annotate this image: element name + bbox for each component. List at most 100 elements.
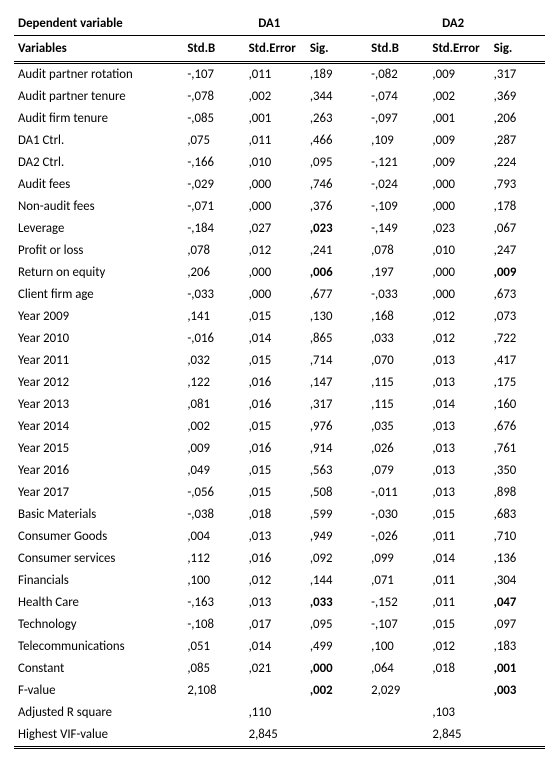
cell-value: -,107 (177, 62, 238, 86)
row-label: Audit partner tenure (14, 86, 177, 108)
row-label: Financials (14, 570, 177, 592)
table-row: Health Care-,163,013,033-,152,011,047 (14, 592, 545, 614)
cell-value: ,099 (361, 548, 422, 570)
table-row: Financials,100,012,144,071,011,304 (14, 570, 545, 592)
cell-value: ,369 (484, 86, 545, 108)
cell-value: ,263 (300, 108, 361, 130)
cell-value: ,009 (177, 438, 238, 460)
cell-value: ,000 (422, 262, 483, 284)
cell-value: ,013 (239, 592, 300, 614)
cell-value: ,109 (361, 130, 422, 152)
cell-value: -,033 (177, 284, 238, 306)
cell-value: 2,108 (177, 680, 238, 702)
table-row: Year 2010-,016,014,865,033,012,722 (14, 328, 545, 350)
cell-value: ,051 (177, 636, 238, 658)
cell-value: ,761 (484, 438, 545, 460)
row-label: Basic Materials (14, 504, 177, 526)
cell-value: ,000 (422, 196, 483, 218)
cell-value: ,079 (361, 460, 422, 482)
cell-value: ,018 (422, 658, 483, 680)
cell-value: ,001 (484, 658, 545, 680)
cell-value: -,108 (177, 614, 238, 636)
table-row: Consumer Goods,004,013,949-,026,011,710 (14, 526, 545, 548)
cell-value: -,026 (361, 526, 422, 548)
cell-value: -,033 (361, 284, 422, 306)
col-stderr-2: Std.Error (422, 35, 483, 62)
cell-value: ,012 (239, 570, 300, 592)
cell-value: ,010 (422, 240, 483, 262)
cell-value: ,122 (177, 372, 238, 394)
table-row: Return on equity,206,000,006,197,000,009 (14, 262, 545, 284)
cell-value: ,006 (300, 262, 361, 284)
table-row: F-value2,108,0022,029,003 (14, 680, 545, 702)
cell-value: ,013 (422, 372, 483, 394)
cell-value: ,247 (484, 240, 545, 262)
cell-value: 2,845 (239, 724, 300, 748)
cell-value: ,011 (422, 570, 483, 592)
cell-value (361, 724, 422, 748)
cell-value: ,115 (361, 394, 422, 416)
cell-value: ,023 (422, 218, 483, 240)
cell-value: ,130 (300, 306, 361, 328)
cell-value (484, 724, 545, 748)
cell-value: ,073 (484, 306, 545, 328)
cell-value: ,673 (484, 284, 545, 306)
cell-value: ,000 (422, 284, 483, 306)
table-row: Profit or loss,078,012,241,078,010,247 (14, 240, 545, 262)
cell-value: -,163 (177, 592, 238, 614)
row-label: Consumer services (14, 548, 177, 570)
cell-value: ,178 (484, 196, 545, 218)
cell-value: ,095 (300, 614, 361, 636)
table-row: Consumer services,112,016,092,099,014,13… (14, 548, 545, 570)
row-label: Year 2009 (14, 306, 177, 328)
row-label: F-value (14, 680, 177, 702)
cell-value: ,103 (422, 702, 483, 724)
row-label: Highest VIF-value (14, 724, 177, 748)
cell-value: ,676 (484, 416, 545, 438)
regression-table: Dependent variable DA1 DA2 Variables Std… (14, 12, 545, 749)
cell-value: ,183 (484, 636, 545, 658)
cell-value: ,417 (484, 350, 545, 372)
cell-value: -,016 (177, 328, 238, 350)
row-label: DA2 Ctrl. (14, 152, 177, 174)
row-label: Year 2015 (14, 438, 177, 460)
cell-value: ,144 (300, 570, 361, 592)
cell-value: ,033 (300, 592, 361, 614)
cell-value: ,013 (422, 460, 483, 482)
cell-value: ,112 (177, 548, 238, 570)
cell-value: ,793 (484, 174, 545, 196)
cell-value: ,015 (239, 350, 300, 372)
cell-value: ,000 (239, 284, 300, 306)
col-stderr-1: Std.Error (239, 35, 300, 62)
cell-value: ,049 (177, 460, 238, 482)
row-label: Year 2011 (14, 350, 177, 372)
table-row: DA2 Ctrl.-,166,010,095-,121,009,224 (14, 152, 545, 174)
cell-value: ,012 (239, 240, 300, 262)
row-label: Year 2014 (14, 416, 177, 438)
cell-value: ,026 (361, 438, 422, 460)
row-label: Year 2016 (14, 460, 177, 482)
cell-value: ,014 (422, 548, 483, 570)
table-row: Year 2012,122,016,147,115,013,175 (14, 372, 545, 394)
cell-value: ,563 (300, 460, 361, 482)
cell-value: ,064 (361, 658, 422, 680)
cell-value: ,206 (484, 108, 545, 130)
row-label: Year 2013 (14, 394, 177, 416)
cell-value: ,241 (300, 240, 361, 262)
row-label: Constant (14, 658, 177, 680)
table-row: Technology-,108,017,095-,107,015,097 (14, 614, 545, 636)
cell-value: ,677 (300, 284, 361, 306)
cell-value: ,722 (484, 328, 545, 350)
cell-value: ,015 (239, 306, 300, 328)
row-label: Client firm age (14, 284, 177, 306)
cell-value: ,078 (177, 240, 238, 262)
cell-value: ,976 (300, 416, 361, 438)
cell-value: ,016 (239, 394, 300, 416)
cell-value: ,092 (300, 548, 361, 570)
cell-value: ,070 (361, 350, 422, 372)
cell-value: ,032 (177, 350, 238, 372)
cell-value: ,078 (361, 240, 422, 262)
cell-value: ,508 (300, 482, 361, 504)
cell-value: ,714 (300, 350, 361, 372)
cell-value: ,599 (300, 504, 361, 526)
